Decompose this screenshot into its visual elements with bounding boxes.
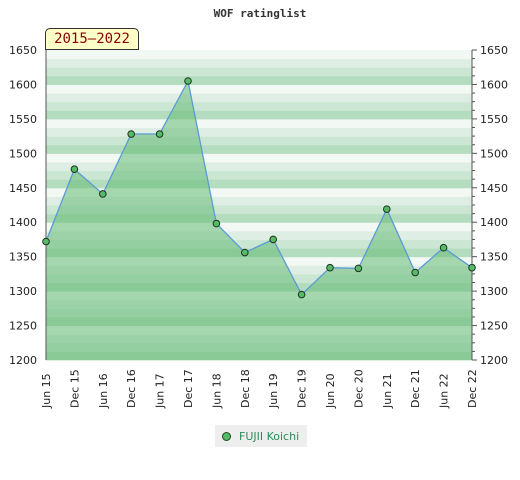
y-tick-label-left: 1450: [9, 182, 37, 195]
x-tick-label: Jun 17: [154, 373, 167, 409]
data-point: [155, 130, 164, 138]
chart-title: WOF ratinglist: [214, 7, 307, 20]
grid-band: [46, 144, 472, 154]
grid-band: [46, 170, 472, 180]
legend-label: FUJII Koichi: [239, 429, 300, 443]
y-tick-label-right: 1400: [480, 216, 508, 229]
x-tick-label: Dec 21: [409, 369, 422, 408]
grid-band: [46, 58, 472, 68]
y-tick-label-right: 1550: [480, 113, 508, 126]
grid-band: [46, 179, 472, 189]
x-tick-label: Jun 22: [438, 373, 451, 409]
y-tick-label-right: 1450: [480, 182, 508, 195]
grid-band: [46, 67, 472, 77]
grid-band: [46, 110, 472, 120]
y-axis-right: 1200 1250 1300 1350 1400 1450 1500 1550 1600 1650: [480, 44, 508, 367]
x-tick-label: Jun 21: [381, 373, 394, 409]
grid-band: [46, 196, 472, 206]
y-tick-label-left: 1250: [9, 320, 37, 333]
y-tick-label-right: 1650: [480, 44, 508, 57]
x-tick-label: Jun 19: [267, 373, 280, 409]
data-point: [411, 268, 420, 277]
data-point: [70, 165, 79, 173]
y-tick-label-right: 1300: [480, 285, 508, 298]
y-tick-label-left: 1500: [9, 147, 37, 160]
y-tick-label-right: 1250: [480, 320, 508, 333]
data-point: [269, 235, 278, 244]
x-tick-label: Dec 19: [296, 369, 309, 408]
x-tick-label: Jun 16: [97, 373, 110, 409]
series-area: [46, 81, 472, 360]
y-tick-label-left: 1300: [9, 285, 37, 298]
x-tick-label: Dec 17: [182, 369, 195, 408]
y-tick-label-left: 1650: [9, 44, 37, 57]
data-point: [212, 219, 221, 228]
grid-band: [46, 153, 472, 163]
grid-band: [46, 213, 472, 223]
grid-band: [46, 222, 472, 232]
grid-band: [46, 136, 472, 146]
y-tick-label-left: 1550: [9, 113, 37, 126]
data-point: [127, 130, 135, 138]
grid-band: [46, 205, 472, 215]
y-tick-label-right: 1200: [480, 354, 508, 367]
grid-band: [46, 230, 472, 240]
data-point: [354, 264, 363, 273]
y-tick-label-right: 1500: [480, 147, 508, 160]
legend-marker-icon: [222, 431, 231, 441]
grid-band: [46, 50, 472, 60]
grid-band: [46, 84, 472, 94]
series-line: [45, 79, 473, 296]
data-point: [468, 263, 476, 272]
y-tick-label-right: 1350: [480, 251, 508, 264]
grid-band: [46, 101, 472, 111]
x-tick-label: Jun 18: [210, 373, 223, 409]
x-tick-label: Dec 22: [466, 369, 479, 408]
data-point: [184, 77, 192, 85]
x-tick-label: Dec 18: [239, 369, 252, 408]
grid-band: [46, 93, 472, 103]
y-tick-label-left: 1600: [9, 78, 37, 91]
x-tick-label: Jun 15: [40, 373, 53, 409]
y-tick-label-left: 1400: [9, 216, 37, 229]
data-point: [439, 243, 448, 252]
y-tick-label-right: 1600: [480, 78, 508, 91]
data-point: [326, 263, 334, 272]
period-badge: 2015–2022: [45, 28, 139, 50]
grid-band: [46, 161, 472, 172]
x-tick-label: Dec 15: [68, 369, 81, 408]
data-point: [383, 205, 391, 213]
x-axis: Jun 15 Dec 15 Jun 16 Dec 16 Jun 17 Dec 17 Jun …: [40, 369, 479, 409]
area-layer: [45, 79, 473, 360]
data-point: [99, 190, 107, 198]
grid-band: [46, 239, 472, 249]
x-tick-label: Dec 20: [352, 369, 365, 408]
data-point: [42, 237, 50, 246]
y-tick-label-left: 1350: [9, 251, 37, 264]
data-point: [297, 290, 306, 299]
legend[interactable]: FUJII Koichi: [215, 425, 307, 447]
grid-band: [46, 187, 472, 197]
y-axis-left: 1200 1250 1300 1350 1400 1450 1500 1550 1600 1650: [9, 44, 37, 367]
y-tick-label-left: 1200: [9, 354, 37, 367]
x-tick-label: Jun 20: [324, 373, 337, 409]
data-points: [42, 77, 476, 299]
grid-band: [46, 127, 472, 137]
grid-band: [46, 75, 472, 85]
grid-band: [46, 118, 472, 128]
axes: [45, 49, 477, 361]
x-tick-label: Dec 16: [125, 369, 138, 408]
data-point: [241, 248, 249, 257]
